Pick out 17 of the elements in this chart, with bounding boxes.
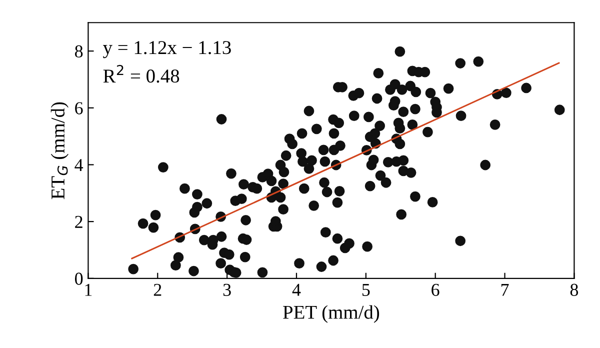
x-tick-label: 4 bbox=[292, 284, 301, 296]
y-tick-label: 8 bbox=[75, 45, 83, 58]
y-tick-label: 6 bbox=[75, 102, 83, 114]
annotation: R$^{2}$ = 0.48 bbox=[103, 64, 180, 83]
x-tick-label: 2 bbox=[154, 284, 162, 296]
y-tick-label: 4 bbox=[74, 159, 84, 171]
x-tick-label: 1 bbox=[85, 284, 92, 296]
y-axis-title: ET$_{G}$ (mm/d) bbox=[50, 102, 68, 200]
y-tick-label: 2 bbox=[75, 216, 82, 228]
x-tick-label: 8 bbox=[570, 284, 578, 296]
x-tick-label: 3 bbox=[223, 284, 231, 296]
x-tick-label: 5 bbox=[362, 284, 370, 296]
x-tick-label: 7 bbox=[501, 284, 509, 296]
y-tick-label: 0 bbox=[75, 272, 83, 285]
x-tick-label: 6 bbox=[432, 284, 440, 296]
x-axis-title: PET (mm/d) bbox=[283, 305, 380, 323]
annotation: y = 1.12x − 1.13 bbox=[103, 41, 231, 58]
